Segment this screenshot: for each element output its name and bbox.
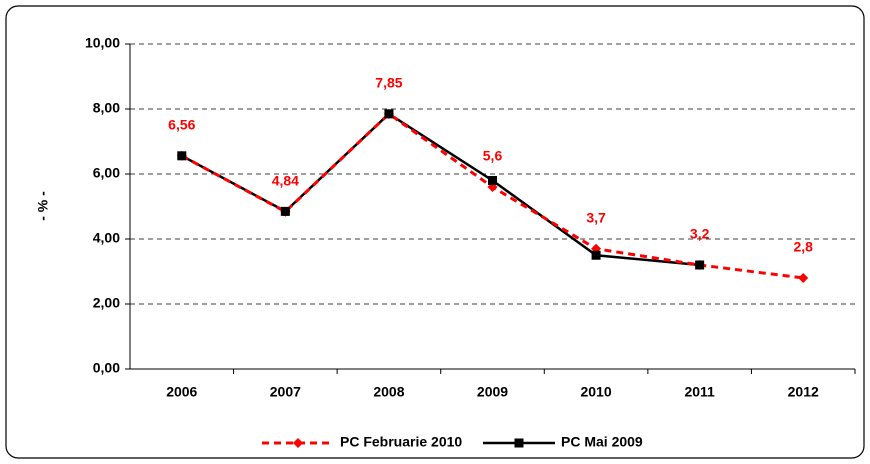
y-tick-label: 4,00 (93, 230, 120, 246)
x-tick-label: 2009 (477, 384, 508, 400)
legend-marker (293, 438, 303, 448)
legend-label: PC Mai 2009 (561, 434, 643, 450)
series-marker (488, 176, 497, 185)
data-label: 6,56 (168, 117, 195, 133)
x-tick-label: 2012 (788, 384, 819, 400)
y-tick-label: 8,00 (93, 100, 120, 116)
y-tick-label: 10,00 (85, 35, 120, 51)
legend-marker (514, 438, 524, 448)
data-label: 7,85 (375, 75, 402, 91)
x-tick-label: 2006 (166, 384, 197, 400)
series-marker (591, 250, 601, 260)
legend-label: PC Februarie 2010 (340, 434, 462, 450)
y-tick-label: 2,00 (93, 295, 120, 311)
y-tick-label: 6,00 (93, 165, 120, 181)
series-marker (798, 273, 809, 283)
x-tick-label: 2010 (580, 384, 611, 400)
y-tick-label: 0,00 (93, 360, 120, 376)
x-tick-label: 2008 (373, 384, 404, 400)
data-label: 2,8 (793, 239, 813, 255)
series-marker (384, 109, 394, 119)
x-tick-label: 2007 (270, 384, 301, 400)
data-label: 5,6 (483, 148, 503, 164)
series-marker (280, 206, 290, 216)
series-marker (177, 151, 187, 161)
data-label: 3,2 (690, 226, 710, 242)
data-label: 4,84 (272, 172, 299, 188)
x-tick-label: 2011 (684, 384, 715, 400)
y-axis-label: - % - (35, 191, 51, 221)
series-marker (695, 260, 705, 270)
data-label: 3,7 (586, 209, 606, 225)
chart-frame (5, 5, 865, 459)
